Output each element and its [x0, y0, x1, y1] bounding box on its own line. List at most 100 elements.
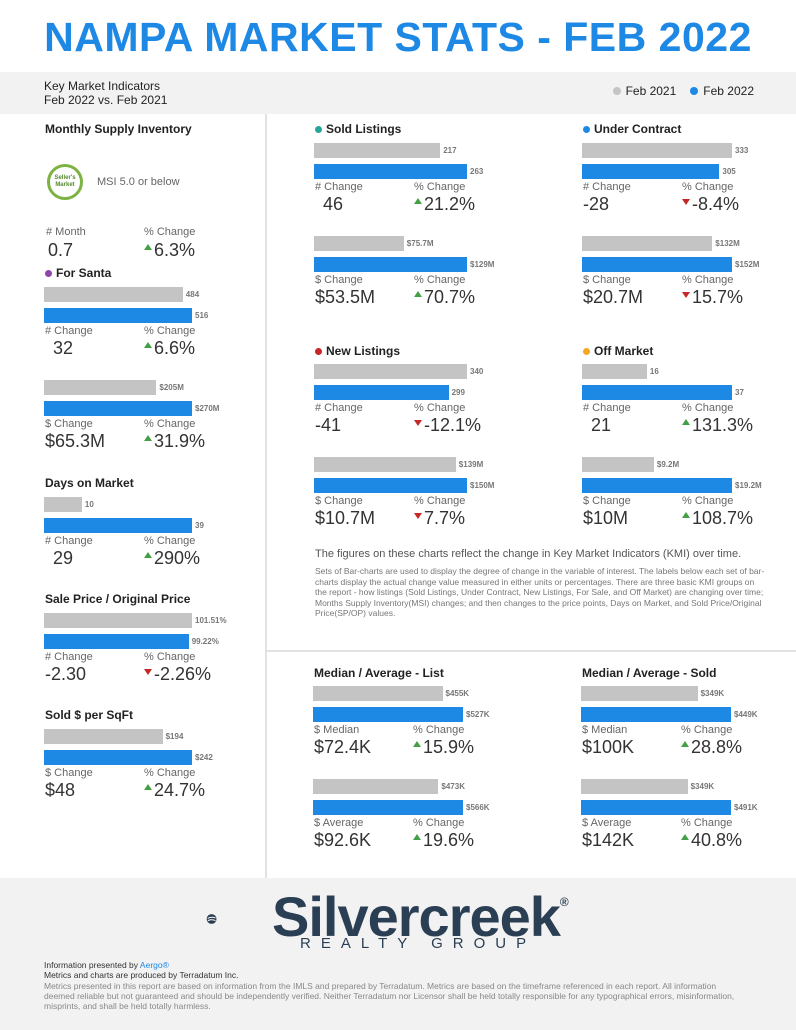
for-sale-dollar-pct: 31.9% — [144, 431, 205, 452]
sold-count-change-label: # Change — [315, 181, 363, 193]
logo-mark: ® — [559, 895, 569, 909]
sold-median-bar-curr — [581, 707, 731, 722]
new-dollar-bar-prev — [314, 457, 456, 472]
for-sale-dollar-bar-curr — [44, 401, 192, 416]
up-arrow-icon — [681, 834, 689, 840]
sold-median-pct: 28.8% — [681, 737, 742, 758]
list-average-pct-value: 19.6% — [423, 830, 475, 850]
for-sale-count-pct-value: 6.6% — [154, 338, 196, 358]
new-dollar-pct-value: 7.7% — [424, 508, 466, 528]
new-dollar-pct: 7.7% — [414, 508, 465, 529]
logo-wordmark: Silvercreek® — [272, 884, 569, 949]
aergo-link[interactable]: Aergo® — [139, 960, 169, 970]
uc-dollar-pct-label: % Change — [682, 274, 734, 286]
sold-median-title: Median / Average - Sold — [582, 666, 716, 680]
uc-dollar-change-value: $20.7M — [583, 287, 644, 307]
sold-dollar-pct: 70.7% — [414, 287, 475, 308]
for-sale-dollar-pct-value: 31.9% — [154, 431, 206, 451]
sold-median-change-value: $100K — [582, 737, 635, 757]
up-arrow-icon — [414, 291, 422, 297]
off-count-pct-value: 131.3% — [692, 415, 754, 435]
for-sale-dollar-bar-label-prev: $205M — [159, 383, 184, 392]
sold-per-sqft-bar-prev — [44, 729, 163, 744]
sold-dollar-bar-label-curr: $129M — [470, 260, 495, 269]
for-sale-count-bar-label-prev: 484 — [185, 290, 200, 299]
up-arrow-icon — [414, 198, 422, 204]
new-count-bar-label-prev: 340 — [470, 367, 484, 376]
page-title: NAMPA MARKET STATS - FEB 2022 — [44, 14, 752, 60]
sold-average-change-label: $ Average — [582, 817, 632, 829]
down-arrow-icon — [144, 669, 152, 675]
new-count-pct-value: -12.1% — [424, 415, 482, 435]
sold-average-bar-label-curr: $491K — [734, 803, 758, 812]
off-count-dot-icon — [583, 347, 590, 355]
off-dollar-change-value: $10M — [583, 508, 629, 528]
for-sale-dollar-change-value: $65.3M — [45, 431, 106, 451]
new-count-title: New Listings — [315, 344, 400, 358]
sold-median-pct-value: 28.8% — [691, 737, 743, 757]
msi-pct-value: 6.3% — [154, 240, 196, 260]
kmi-heading: Key Market Indicators Feb 2022 vs. Feb 2… — [44, 79, 167, 107]
up-arrow-icon — [681, 741, 689, 747]
sold-median-bar-prev — [581, 686, 698, 701]
new-count-bar-curr — [314, 385, 449, 400]
sold-per-sqft-title: Sold $ per SqFt — [45, 708, 133, 722]
days-on-market-bar-prev — [44, 497, 82, 512]
off-count-pct-label: % Change — [682, 402, 734, 414]
list-median-bar-prev — [313, 686, 443, 701]
new-count-dot-icon — [315, 347, 322, 355]
for-sale-count-change-label: # Change — [45, 325, 93, 337]
off-count-title-text: Off Market — [594, 344, 654, 358]
sold-median-bar-label-curr: $449K — [734, 710, 758, 719]
uc-dollar-pct-value: 15.7% — [692, 287, 744, 307]
up-arrow-icon — [144, 342, 152, 348]
list-average-pct: 19.6% — [413, 830, 474, 851]
sold-dollar-change-label: $ Change — [315, 274, 363, 286]
legend-prev: Feb 2021 — [612, 84, 676, 98]
uc-count-change-value: -28 — [583, 194, 610, 214]
down-arrow-icon — [682, 199, 690, 205]
uc-count-bar-label-curr: 305 — [722, 167, 736, 176]
sold-per-sqft-change-label: $ Change — [45, 767, 93, 779]
up-arrow-icon — [682, 419, 690, 425]
for-sale-count-bar-prev — [44, 287, 183, 302]
list-median-title: Median / Average - List — [314, 666, 444, 680]
list-median-pct: 15.9% — [413, 737, 474, 758]
for-sale-count-title: For Santa — [45, 266, 111, 280]
list-median-change-label: $ Median — [314, 724, 360, 736]
sold-average-bar-curr — [581, 800, 731, 815]
uc-dollar-bar-label-curr: $152M — [735, 260, 760, 269]
sold-count-title: Sold Listings — [315, 122, 401, 136]
sold-per-sqft-pct-label: % Change — [144, 767, 196, 779]
new-count-change-value: -41 — [315, 415, 342, 435]
sold-dollar-bar-curr — [314, 257, 467, 272]
off-count-change-label: # Change — [583, 402, 631, 414]
sold-count-bar-label-curr: 263 — [470, 167, 484, 176]
days-on-market-change-value: 29 — [53, 548, 74, 568]
description-main: The figures on these charts reflect the … — [315, 548, 742, 560]
down-arrow-icon — [682, 292, 690, 298]
days-on-market-bar-label-curr: 39 — [195, 521, 204, 530]
list-median-bar-curr — [313, 707, 463, 722]
sp-op-change-value: -2.30 — [45, 664, 87, 684]
new-dollar-change-value: $10.7M — [315, 508, 376, 528]
footer-presented-prefix: Information presented by — [44, 960, 140, 970]
uc-dollar-bar-label-prev: $132M — [715, 239, 740, 248]
off-dollar-pct: 108.7% — [682, 508, 753, 529]
off-dollar-bar-prev — [582, 457, 654, 472]
sold-dollar-pct-value: 70.7% — [424, 287, 476, 307]
sold-count-bar-prev — [314, 143, 441, 158]
down-arrow-icon — [414, 513, 422, 519]
sold-dollar-bar-prev — [314, 236, 404, 251]
off-count-bar-prev — [582, 364, 647, 379]
silvercreek-logo-icon — [206, 914, 217, 924]
for-sale-count-title-text: For Santa — [56, 266, 112, 280]
uc-count-dot-icon — [583, 125, 590, 133]
sold-count-pct-value: 21.2% — [424, 194, 476, 214]
new-count-title-text: New Listings — [326, 344, 401, 358]
for-sale-dollar-change-label: $ Change — [45, 418, 93, 430]
uc-dollar-bar-prev — [582, 236, 713, 251]
sold-count-bar-curr — [314, 164, 467, 179]
footer-band — [0, 878, 796, 1030]
sold-per-sqft-bar-label-prev: $194 — [165, 732, 184, 741]
